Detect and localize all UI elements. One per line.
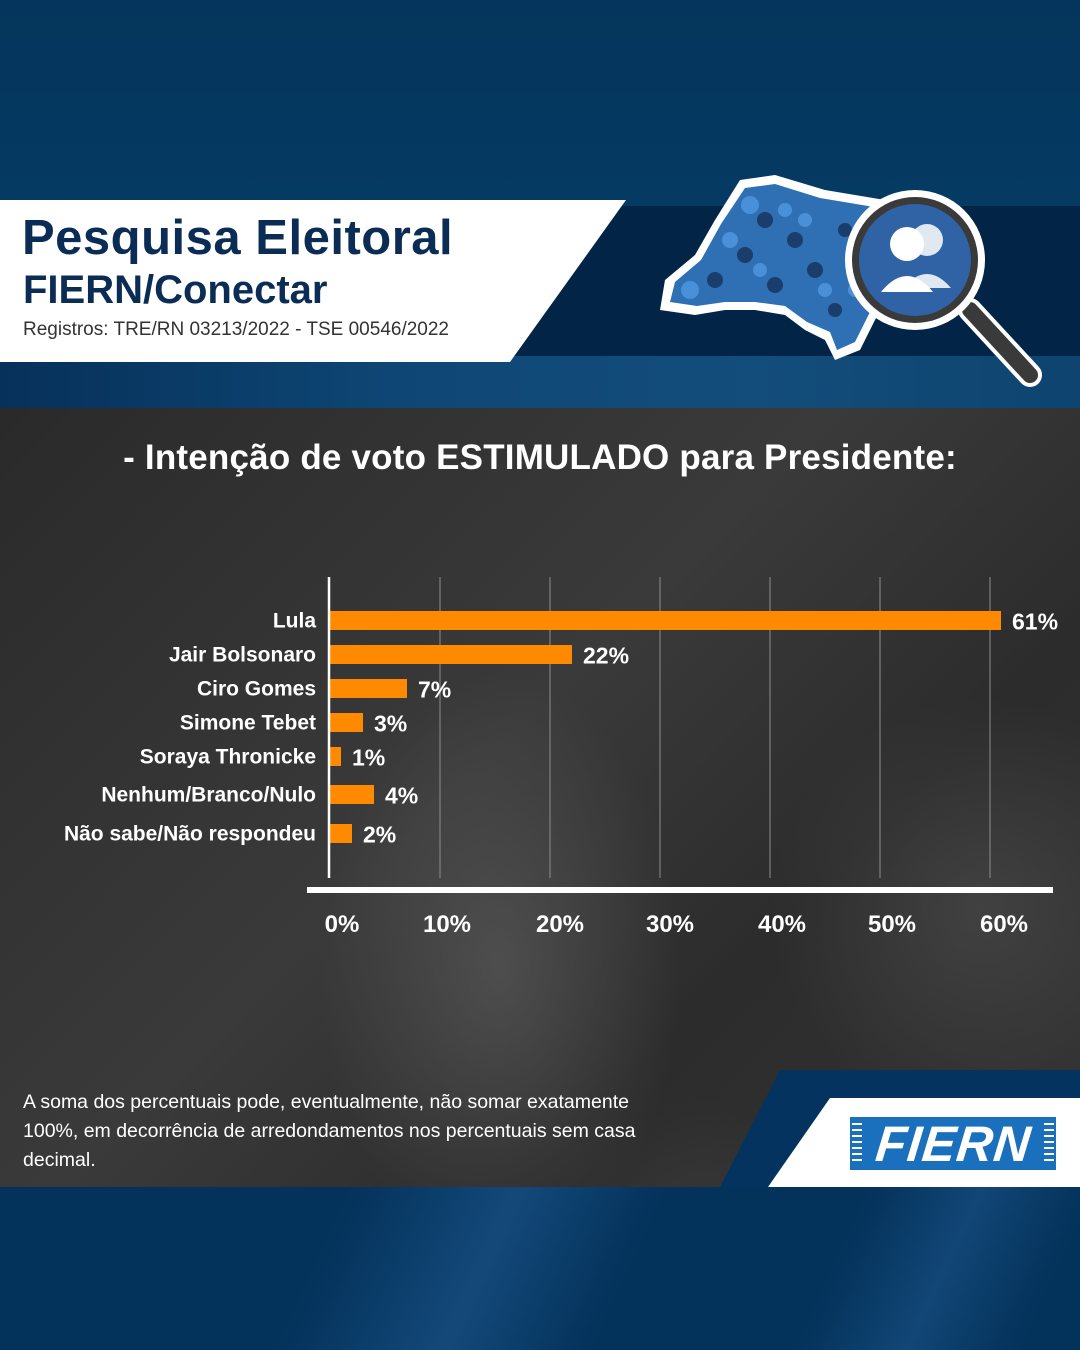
category-label: Ciro Gomes — [197, 678, 316, 701]
logo-stripes-left — [852, 1123, 862, 1164]
bar — [330, 785, 374, 804]
people-map-magnifier-icon — [660, 175, 1042, 387]
x-tick-label: 60% — [980, 911, 1028, 938]
value-label: 22% — [583, 643, 629, 669]
fiern-logo: FIERN — [850, 1115, 1056, 1172]
value-label: 4% — [385, 783, 418, 809]
title-banner — [0, 200, 626, 362]
value-label: 3% — [374, 711, 407, 737]
category-label: Nenhum/Branco/Nulo — [101, 784, 316, 807]
background-blue-band — [0, 356, 1080, 408]
category-label: Lula — [273, 610, 316, 633]
category-label: Jair Bolsonaro — [169, 644, 316, 667]
logo-text: FIERN — [872, 1115, 1034, 1172]
x-tick-label: 20% — [536, 911, 584, 938]
footnote: A soma dos percentuais pode, eventualmen… — [23, 1091, 636, 1171]
category-label: Soraya Thronicke — [140, 746, 316, 769]
background-top — [0, 0, 1080, 206]
bar — [330, 747, 341, 766]
chart-title: - Intenção de voto ESTIMULADO para Presi… — [123, 438, 957, 477]
background-chart-area — [0, 408, 1080, 1187]
x-tick-label: 10% — [423, 911, 471, 938]
background-bottom — [0, 1187, 1080, 1350]
x-axis-line — [307, 887, 1053, 893]
bar — [330, 824, 352, 843]
x-tick-label: 30% — [646, 911, 694, 938]
category-label: Não sabe/Não respondeu — [64, 823, 316, 846]
registry-text: Registros: TRE/RN 03213/2022 - TSE 00546… — [23, 319, 449, 340]
value-label: 7% — [418, 677, 451, 703]
value-label: 2% — [363, 822, 396, 848]
bar — [330, 645, 572, 664]
bar — [330, 611, 1001, 630]
bar-chart: Lula 61% Jair Bolsonaro 22% Ciro Gomes 7% Simo… — [64, 577, 1058, 938]
logo-stripes-right — [1044, 1123, 1054, 1164]
page-title: Pesquisa Eleitoral — [22, 211, 454, 265]
category-label: Simone Tebet — [180, 712, 316, 735]
x-tick-label: 50% — [868, 911, 916, 938]
value-label: 61% — [1012, 609, 1058, 635]
x-tick-label: 40% — [758, 911, 806, 938]
page-subtitle: FIERN/Conectar — [23, 268, 328, 312]
x-tick-label: 0% — [325, 911, 360, 938]
value-label: 1% — [352, 745, 385, 771]
bar — [330, 679, 407, 698]
bar — [330, 713, 363, 732]
